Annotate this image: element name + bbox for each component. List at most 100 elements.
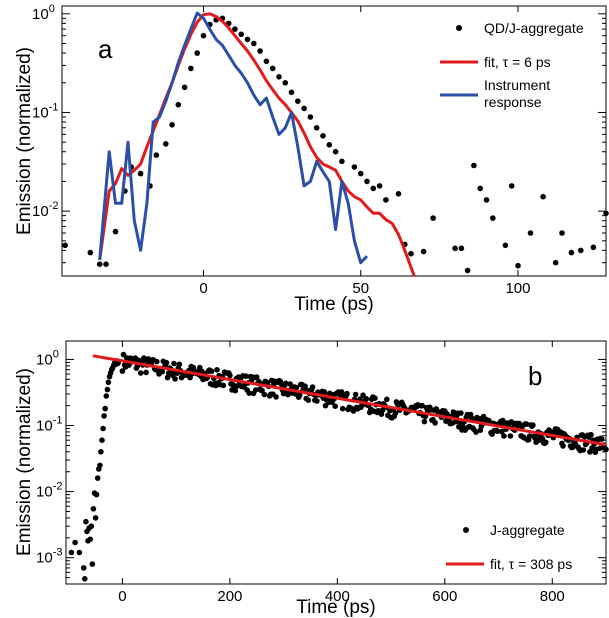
data-point-j-aggregate — [164, 374, 171, 381]
series-line-fit-6-ps — [98, 12, 416, 277]
data-point-j-aggregate — [457, 420, 463, 426]
data-point-qd-j-aggregate — [282, 80, 289, 86]
data-point-qd-j-aggregate — [408, 250, 414, 257]
data-point-j-aggregate — [526, 433, 533, 439]
legend-label-instrument-response: Instrument response — [484, 77, 550, 110]
data-point-j-aggregate — [98, 449, 104, 455]
data-point-j-aggregate — [523, 421, 530, 427]
data-point-qd-j-aggregate — [552, 259, 559, 266]
data-point-j-aggregate — [104, 386, 111, 393]
data-point-j-aggregate — [99, 437, 105, 444]
data-point-j-aggregate — [339, 405, 346, 412]
data-point-qd-j-aggregate — [251, 40, 257, 47]
panel-a: 0 50 100 10-2 10-1 100 Time (ps) Emission (no… — [14, 3, 609, 315]
data-point-j-aggregate — [90, 506, 97, 512]
series-line-fit-308-ps — [92, 354, 607, 447]
data-point-j-aggregate — [598, 436, 605, 442]
data-point-qd-j-aggregate — [502, 242, 509, 249]
data-point-qd-j-aggregate — [295, 98, 301, 104]
data-point-j-aggregate — [101, 413, 107, 419]
data-point-j-aggregate — [530, 422, 536, 428]
legend-label-fit-a: fit, τ = 6 ps — [484, 54, 551, 70]
data-point-qd-j-aggregate — [578, 247, 584, 254]
data-point-j-aggregate — [105, 379, 112, 386]
data-point-qd-j-aggregate — [332, 148, 339, 155]
panel-a-xlabel: Time (ps) — [294, 294, 374, 315]
data-point-j-aggregate — [220, 382, 227, 389]
data-point-j-aggregate — [419, 402, 426, 409]
x-tick-label: 600 — [432, 588, 457, 605]
data-point-qd-j-aggregate — [339, 158, 345, 165]
data-point-j-aggregate — [154, 358, 160, 365]
y-tick-label: 10-2 — [36, 481, 62, 501]
data-point-qd-j-aggregate — [200, 32, 207, 39]
data-point-qd-j-aggregate — [238, 31, 244, 38]
data-point-qd-j-aggregate — [430, 215, 436, 221]
data-point-j-aggregate — [261, 391, 268, 398]
data-point-qd-j-aggregate — [464, 267, 471, 274]
data-point-j-aggregate — [314, 398, 320, 404]
data-point-j-aggregate — [321, 389, 328, 395]
panel-a-letter: a — [98, 34, 113, 64]
data-point-j-aggregate — [421, 418, 428, 425]
data-point-qd-j-aggregate — [288, 89, 295, 96]
data-point-j-aggregate — [89, 561, 96, 567]
data-point-qd-j-aggregate — [603, 210, 609, 217]
data-point-qd-j-aggregate — [383, 197, 389, 203]
y-tick-label: 10-1 — [36, 415, 62, 435]
data-point-j-aggregate — [232, 387, 239, 394]
data-point-j-aggregate — [273, 394, 279, 400]
data-point-j-aggregate — [501, 433, 507, 439]
data-point-qd-j-aggregate — [194, 50, 200, 56]
data-point-qd-j-aggregate — [370, 185, 377, 192]
data-point-qd-j-aggregate — [257, 48, 263, 54]
data-point-j-aggregate — [172, 376, 178, 382]
panel-b-letter: b — [528, 361, 542, 391]
data-point-j-aggregate — [143, 369, 149, 376]
data-point-qd-j-aggregate — [62, 242, 68, 249]
data-point-qd-j-aggregate — [188, 65, 194, 72]
data-point-j-aggregate — [171, 360, 177, 367]
y-tick-label: 100 — [36, 348, 59, 368]
data-point-j-aggregate — [208, 368, 215, 375]
data-point-j-aggregate — [214, 367, 220, 373]
data-point-qd-j-aggregate — [263, 58, 270, 65]
data-point-j-aggregate — [227, 372, 233, 379]
legend-label-j-aggregate: J-aggregate — [490, 522, 565, 538]
data-point-j-aggregate — [350, 408, 357, 414]
data-point-j-aggregate — [102, 405, 108, 412]
y-tick-label: 10-2 — [32, 200, 58, 220]
data-point-j-aggregate — [363, 396, 370, 402]
y-tick-label: 10-3 — [36, 547, 62, 567]
data-point-qd-j-aggregate — [276, 74, 282, 80]
data-point-qd-j-aggregate — [87, 249, 94, 256]
data-point-j-aggregate — [283, 380, 289, 387]
data-point-j-aggregate — [384, 396, 390, 403]
data-point-j-aggregate — [119, 368, 126, 374]
legend-label-instrument-line-2: response — [484, 94, 542, 110]
data-point-j-aggregate — [253, 374, 260, 380]
data-point-j-aggregate — [163, 359, 170, 366]
data-point-j-aggregate — [473, 429, 479, 435]
data-point-qd-j-aggregate — [326, 142, 333, 148]
data-point-j-aggregate — [560, 443, 566, 449]
legend-label-fit-b: fit, τ = 308 ps — [490, 556, 572, 572]
data-point-j-aggregate — [507, 433, 514, 439]
x-tick-label: 100 — [505, 280, 530, 297]
data-point-qd-j-aggregate — [471, 162, 477, 169]
panel-b-ylabel: Emission (normalized) — [14, 368, 35, 556]
data-point-j-aggregate — [93, 491, 100, 498]
data-point-j-aggregate — [252, 387, 259, 393]
data-point-qd-j-aggregate — [540, 193, 546, 200]
data-point-j-aggregate — [603, 446, 609, 453]
data-point-j-aggregate — [176, 361, 183, 368]
series-line-instrument-response — [98, 11, 369, 265]
panel-a-ticks: 0 50 100 10-2 10-1 100 — [32, 3, 606, 297]
data-point-j-aggregate — [94, 475, 101, 481]
data-point-qd-j-aggregate — [175, 101, 182, 108]
data-point-j-aggregate — [97, 462, 103, 469]
data-point-j-aggregate — [76, 549, 83, 556]
data-point-qd-j-aggregate — [153, 152, 160, 158]
data-point-j-aggregate — [88, 523, 95, 529]
